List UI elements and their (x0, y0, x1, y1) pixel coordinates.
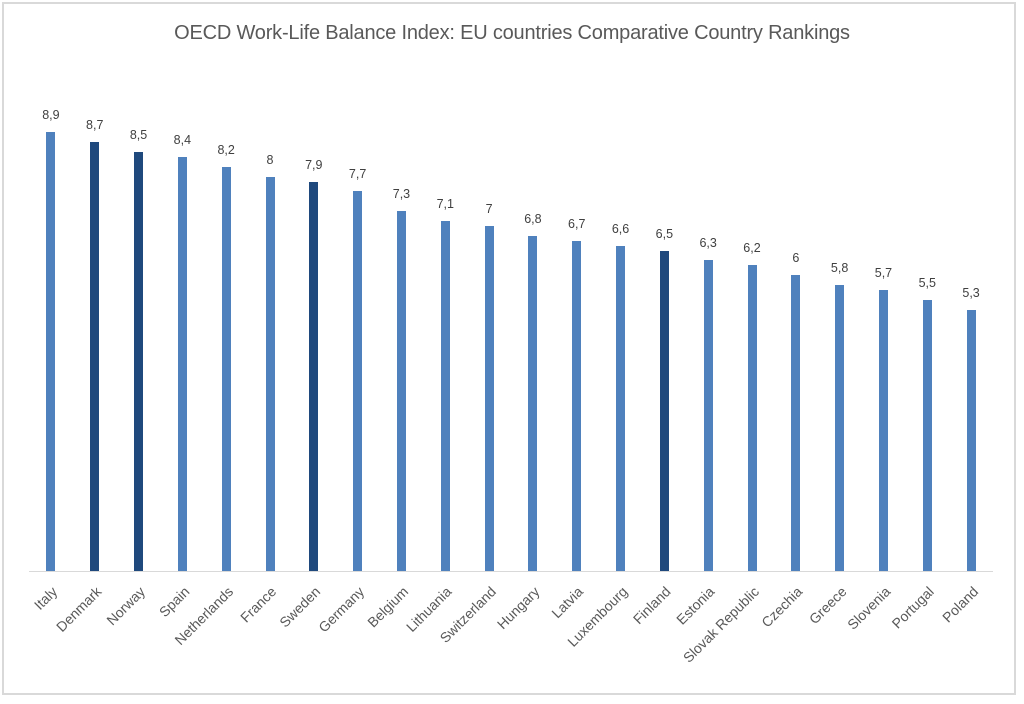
category-label: Poland (938, 583, 981, 626)
bar-greece (835, 285, 845, 571)
category-label: Slovak Republic (679, 583, 762, 666)
data-label: 8,7 (86, 118, 104, 133)
bar-finland (659, 250, 669, 571)
bar-spain (177, 156, 187, 571)
bar-slovenia (878, 289, 888, 571)
bar-hungary (528, 235, 538, 571)
bar-czechia (791, 275, 801, 571)
data-label: 8,4 (173, 132, 192, 147)
bar-latvia (572, 240, 582, 571)
bar-italy (46, 132, 56, 571)
data-label: 6,6 (611, 221, 630, 236)
category-label: Greece (805, 583, 850, 628)
category-label: Latvia (548, 583, 587, 622)
bar-slovak-republic (747, 265, 757, 571)
data-label: 5,8 (830, 261, 849, 276)
data-label: 7,9 (305, 157, 323, 172)
data-label: 8,9 (42, 108, 60, 123)
data-label: 7,7 (348, 167, 367, 182)
bar-belgium (396, 211, 406, 571)
category-label: Finland (630, 583, 675, 628)
data-label: 5,7 (874, 265, 893, 280)
data-label: 7,1 (436, 196, 454, 211)
bar-portugal (922, 299, 932, 571)
category-label: Spain (155, 583, 193, 620)
chart-frame (2, 2, 1016, 695)
category-label: Norway (103, 583, 149, 629)
data-label: 8,2 (217, 142, 235, 157)
category-label: Slovenia (843, 583, 894, 633)
bar-germany (353, 191, 363, 571)
data-label: 8 (266, 152, 274, 167)
bar-lithuania (440, 220, 450, 571)
x-axis-line (29, 571, 993, 572)
bar-estonia (703, 260, 713, 571)
data-label: 6,8 (524, 211, 542, 226)
data-label: 6,2 (743, 241, 761, 256)
bar-norway (134, 151, 144, 571)
data-label: 5,5 (918, 275, 936, 290)
category-label: Denmark (52, 583, 105, 635)
data-label: 6,5 (655, 226, 674, 241)
data-label: 5,3 (962, 285, 980, 300)
category-label: Germany (315, 583, 368, 636)
chart-title: OECD Work-Life Balance Index: EU countri… (174, 22, 850, 44)
data-label: 6 (792, 251, 800, 266)
category-label: Hungary (493, 583, 543, 633)
category-label: Portugal (888, 583, 937, 632)
category-label: France (237, 583, 280, 626)
category-label: Czechia (758, 583, 806, 631)
bar-switzerland (484, 225, 494, 571)
category-label: Italy (31, 583, 61, 613)
bar-denmark (90, 142, 100, 571)
bar-luxembourg (616, 245, 626, 571)
bar-sweden (309, 181, 319, 571)
data-label: 7,3 (392, 187, 411, 202)
bar-france (265, 176, 275, 571)
data-label: 8,5 (129, 127, 148, 142)
bar-netherlands (221, 166, 231, 571)
bar-poland (966, 309, 976, 571)
data-label: 7 (485, 201, 493, 216)
data-label: 6,3 (699, 236, 717, 251)
data-label: 6,7 (568, 216, 586, 231)
